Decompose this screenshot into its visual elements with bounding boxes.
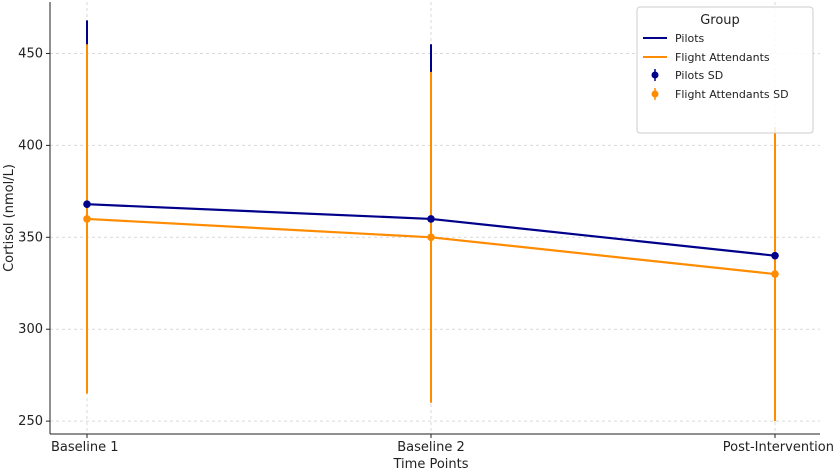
data-point-layer — [83, 200, 779, 278]
pilots-point — [427, 215, 435, 223]
legend-pilots-sd-label: Pilots SD — [675, 69, 723, 82]
y-tick-label: 400 — [18, 138, 43, 153]
legend-box — [636, 6, 814, 134]
pilots-point — [83, 200, 91, 209]
y-tick-label: 450 — [18, 46, 43, 61]
y-axis-title: Cortisol (nmol/L) — [2, 164, 17, 272]
x-tick-label: Post-Intervention — [723, 440, 834, 455]
flight-attendants-point — [427, 233, 435, 242]
x-axis-title: Time Points — [393, 457, 469, 472]
legend-title: Group — [700, 13, 740, 28]
x-tick-label: Baseline 2 — [397, 440, 465, 455]
pilots-point — [771, 251, 779, 260]
legend-flight-attendants-sd-swatch-point — [651, 90, 659, 98]
x-tick-label: Baseline 1 — [51, 440, 119, 455]
y-tick-label: 250 — [18, 414, 43, 429]
y-tick-label: 300 — [18, 322, 43, 337]
flight-attendants-point — [83, 215, 91, 223]
legend-pilots-sd-swatch-point — [651, 71, 659, 79]
flight-attendants-point — [771, 270, 779, 278]
legend: Group Pilots Flight Attendants Pilots SD… — [636, 6, 814, 134]
legend-flight-attendants-label: Flight Attendants — [675, 51, 770, 64]
legend-pilots-label: Pilots — [675, 32, 705, 45]
legend-flight-attendants-sd-label: Flight Attendants SD — [675, 88, 789, 101]
x-tick-layer: Baseline 1 Baseline 2 Post-Intervention — [51, 434, 834, 455]
y-tick-layer: 250 300 350 400 450 — [18, 46, 50, 429]
y-tick-label: 350 — [18, 230, 43, 245]
